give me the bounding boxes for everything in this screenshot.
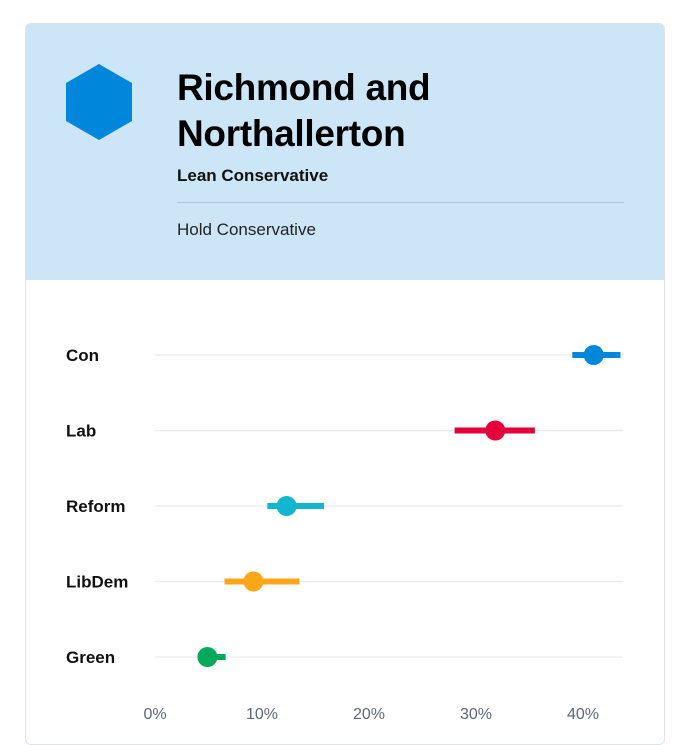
header-divider: [177, 202, 624, 203]
party-label-reform: Reform: [66, 497, 126, 516]
hexagon-shape: [66, 64, 132, 140]
x-tick-label: 0%: [143, 706, 166, 723]
party-label-lab: Lab: [66, 422, 96, 441]
seat-title: Richmond and Northallerton: [177, 67, 431, 154]
party-label-libdem: LibDem: [66, 573, 128, 592]
x-tick-label: 20%: [353, 706, 385, 723]
hexagon-icon: [66, 64, 132, 140]
x-tick-label: 30%: [460, 706, 492, 723]
estimate-dot-lab: [485, 420, 506, 441]
seat-header: Richmond and Northallerton Lean Conserva…: [26, 24, 664, 280]
party-label-con: Con: [66, 346, 99, 365]
x-tick-label: 40%: [567, 706, 599, 723]
estimate-dot-green: [197, 647, 218, 667]
estimate-dot-reform: [276, 496, 297, 516]
x-tick-label: 10%: [246, 706, 278, 723]
seat-card: Richmond and Northallerton Lean Conserva…: [25, 23, 665, 745]
party-label-green: Green: [66, 648, 115, 667]
lean-label: Lean Conservative: [177, 166, 329, 185]
vote-share-chart: Con Lab Reform LibDem Green 0% 10% 20% 30% 40%: [66, 345, 623, 723]
estimate-dot-libdem: [243, 571, 264, 592]
prediction-label: Hold Conservative: [177, 220, 316, 239]
estimate-dot-con: [583, 345, 604, 365]
